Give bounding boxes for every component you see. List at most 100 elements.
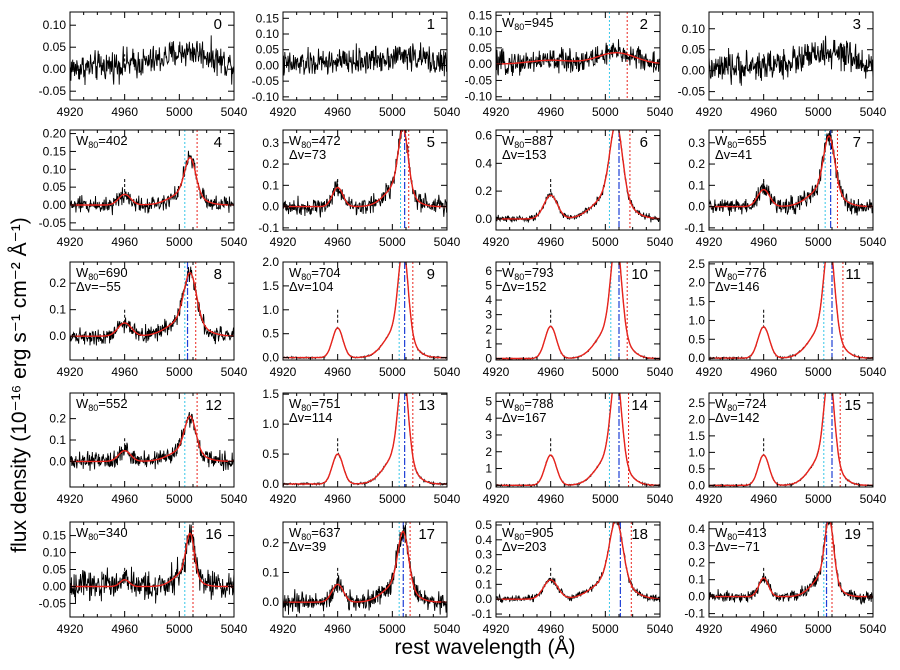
dv-annotation: Δv=−55 xyxy=(76,279,121,294)
y-tick-label: 0.0 xyxy=(262,477,279,491)
dv-annotation: Δv=41 xyxy=(715,147,752,162)
x-axis-label: rest wavelength (Å) xyxy=(395,636,576,659)
fit-line xyxy=(709,393,873,487)
y-tick-label: 0.05 xyxy=(43,180,67,194)
panel-number: 9 xyxy=(427,266,435,283)
x-tick-label: 4920 xyxy=(696,365,723,379)
panel-0: 4920 4960 5000 5040 -0.05 0.00 0.05 0.10 0 xyxy=(39,11,248,119)
x-tick-label: 4920 xyxy=(57,365,84,379)
y-tick-label: 0.1 xyxy=(688,573,705,587)
y-tick-label: 0.3 xyxy=(688,539,705,553)
y-tick-label: 0.1 xyxy=(49,303,66,317)
fit-line xyxy=(496,393,660,486)
y-tick-label: 0.00 xyxy=(682,64,706,78)
fit-line xyxy=(70,415,234,463)
w80-annotation: W80=776 xyxy=(715,265,767,282)
y-tick-label: 0.00 xyxy=(43,579,67,593)
x-tick-label: 4920 xyxy=(483,365,510,379)
y-tick-label: 0.05 xyxy=(682,43,706,57)
x-tick-label: 5040 xyxy=(860,105,887,119)
y-tick-label: 0.0 xyxy=(49,329,66,343)
y-tick-label: 0.0 xyxy=(688,351,705,365)
x-tick-label: 4960 xyxy=(537,235,564,249)
w80-annotation: W80=655 xyxy=(715,133,767,150)
x-tick-label: 4960 xyxy=(537,492,564,506)
fit-line xyxy=(496,130,660,220)
x-tick-label: 5040 xyxy=(221,492,248,506)
x-tick-label: 5040 xyxy=(860,492,887,506)
y-tick-label: -0.10 xyxy=(252,90,280,104)
panel-15: 4920 4960 5000 5040 0.0 0.5 1.0 1.5 2.0 2.5 15 W80=… xyxy=(688,392,887,506)
y-tick-label: -0.05 xyxy=(39,216,67,230)
y-tick-label: 0.2 xyxy=(262,157,279,171)
panel-number: 12 xyxy=(205,397,222,414)
y-tick-label: 0.0 xyxy=(49,454,66,468)
y-tick-label: 1.0 xyxy=(262,417,279,431)
y-tick-label: 1 xyxy=(485,462,492,476)
x-tick-label: 5000 xyxy=(379,105,406,119)
y-tick-label: 0.05 xyxy=(43,40,67,54)
panel-2: 4920 4960 5000 5040 -0.10 -0.05 0.00 0.05 0.10 0.… xyxy=(465,8,674,119)
y-tick-label: 0.00 xyxy=(256,58,280,72)
spectrum-line xyxy=(283,393,447,487)
x-tick-label: 4960 xyxy=(111,492,138,506)
y-tick-label: -0.10 xyxy=(465,90,493,104)
panel-number: 17 xyxy=(418,526,435,543)
panel-number: 10 xyxy=(631,266,648,283)
y-tick-label: 1.5 xyxy=(688,295,705,309)
panel-number: 11 xyxy=(845,266,861,283)
dv-annotation: Δv=39 xyxy=(289,539,326,554)
x-tick-label: 5040 xyxy=(434,365,461,379)
y-tick-label: 0.0 xyxy=(688,590,705,604)
w80-annotation: W80=704 xyxy=(289,265,341,282)
x-tick-label: 5040 xyxy=(647,622,674,636)
panel-18: 4920 4960 5000 5040 -0.10.00.10.20.30.40.5 18… xyxy=(471,518,673,636)
y-tick-label: 0.10 xyxy=(682,22,706,36)
y-tick-label: 0.0 xyxy=(475,212,492,226)
x-tick-label: 5000 xyxy=(592,235,619,249)
y-tick-label: 0.0 xyxy=(688,200,705,214)
x-tick-label: 5000 xyxy=(805,235,832,249)
y-tick-label: 0.2 xyxy=(688,157,705,171)
x-tick-label: 5000 xyxy=(805,622,832,636)
x-tick-label: 5000 xyxy=(805,492,832,506)
x-tick-label: 5000 xyxy=(166,365,193,379)
fit-line xyxy=(496,262,660,360)
x-tick-label: 4920 xyxy=(270,105,297,119)
x-tick-label: 4920 xyxy=(483,622,510,636)
y-tick-label: -0.1 xyxy=(684,221,705,235)
w80-annotation: W80=905 xyxy=(502,525,554,542)
y-tick-label: 0.4 xyxy=(688,522,705,536)
y-tick-label: 4 xyxy=(485,293,492,307)
spectrum-line xyxy=(496,262,660,360)
x-tick-label: 5040 xyxy=(221,105,248,119)
y-tick-label: 0.2 xyxy=(49,276,66,290)
x-tick-label: 4920 xyxy=(483,492,510,506)
fit-line xyxy=(709,522,873,598)
x-tick-label: 4920 xyxy=(696,105,723,119)
spectrum-line xyxy=(709,35,873,86)
spectrum-line xyxy=(709,393,873,487)
y-tick-label: 0.00 xyxy=(469,57,493,71)
y-tick-label: 0.3 xyxy=(262,136,279,150)
y-tick-label: 0.0 xyxy=(262,200,279,214)
x-tick-label: 4920 xyxy=(57,622,84,636)
y-tick-label: 0.0 xyxy=(475,592,492,606)
y-tick-label: 0.15 xyxy=(43,144,67,158)
panel-number: 16 xyxy=(205,526,222,543)
y-tick-label: 0.4 xyxy=(475,156,492,170)
x-tick-label: 5040 xyxy=(221,622,248,636)
panel-19: 4920 4960 5000 5040 -0.1 0.0 0.1 0.2 0.3 0.4 19 W80… xyxy=(684,521,887,636)
x-tick-label: 4960 xyxy=(537,365,564,379)
x-tick-label: 4920 xyxy=(270,622,297,636)
x-tick-label: 4920 xyxy=(270,235,297,249)
panel-number: 1 xyxy=(427,16,435,33)
x-tick-label: 4920 xyxy=(270,365,297,379)
y-tick-label: 0.05 xyxy=(256,43,280,57)
y-tick-label: 0.0 xyxy=(262,595,279,609)
y-tick-label: 1.5 xyxy=(262,279,279,293)
spectrum-line xyxy=(496,39,660,77)
y-tick-label: 1 xyxy=(485,337,492,351)
x-tick-label: 5000 xyxy=(166,235,193,249)
